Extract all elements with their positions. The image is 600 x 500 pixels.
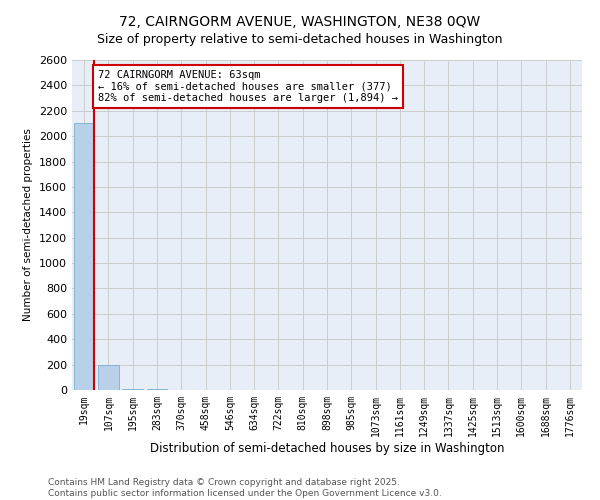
Text: Contains HM Land Registry data © Crown copyright and database right 2025.
Contai: Contains HM Land Registry data © Crown c… <box>48 478 442 498</box>
Text: 72 CAIRNGORM AVENUE: 63sqm
← 16% of semi-detached houses are smaller (377)
82% o: 72 CAIRNGORM AVENUE: 63sqm ← 16% of semi… <box>98 70 398 103</box>
Text: 72, CAIRNGORM AVENUE, WASHINGTON, NE38 0QW: 72, CAIRNGORM AVENUE, WASHINGTON, NE38 0… <box>119 15 481 29</box>
Bar <box>98 364 119 390</box>
Y-axis label: Number of semi-detached properties: Number of semi-detached properties <box>23 128 34 322</box>
X-axis label: Distribution of semi-detached houses by size in Washington: Distribution of semi-detached houses by … <box>150 442 504 454</box>
Text: Size of property relative to semi-detached houses in Washington: Size of property relative to semi-detach… <box>97 32 503 46</box>
Bar <box>122 388 143 390</box>
Bar <box>74 124 94 390</box>
